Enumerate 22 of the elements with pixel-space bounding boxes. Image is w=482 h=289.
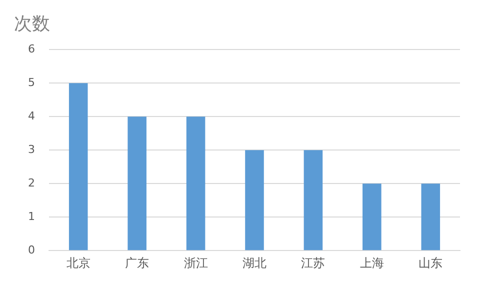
x-tick-label: 山东 [418,256,443,270]
x-tick-label: 浙江 [184,256,208,270]
bar [68,83,88,250]
chart-title: 次数 [14,13,50,34]
y-tick-label: 2 [28,176,35,190]
y-tick-label: 5 [28,76,35,89]
y-tick-label: 6 [28,42,35,56]
y-tick-label: 4 [28,109,35,122]
bar [421,184,440,250]
bar [128,116,146,250]
y-tick-label: 3 [28,142,35,156]
x-tick-label: 江苏 [301,256,326,270]
bar [245,150,264,250]
y-tick-label: 1 [28,210,35,223]
x-tick-label: 上海 [360,256,384,270]
x-tick-label: 广东 [125,256,150,270]
x-tick-label: 湖北 [242,256,266,270]
x-tick-label: 北京 [66,256,90,270]
bar [186,116,206,250]
bar [304,150,323,250]
y-tick-label: 0 [28,243,35,256]
bar [362,184,382,250]
